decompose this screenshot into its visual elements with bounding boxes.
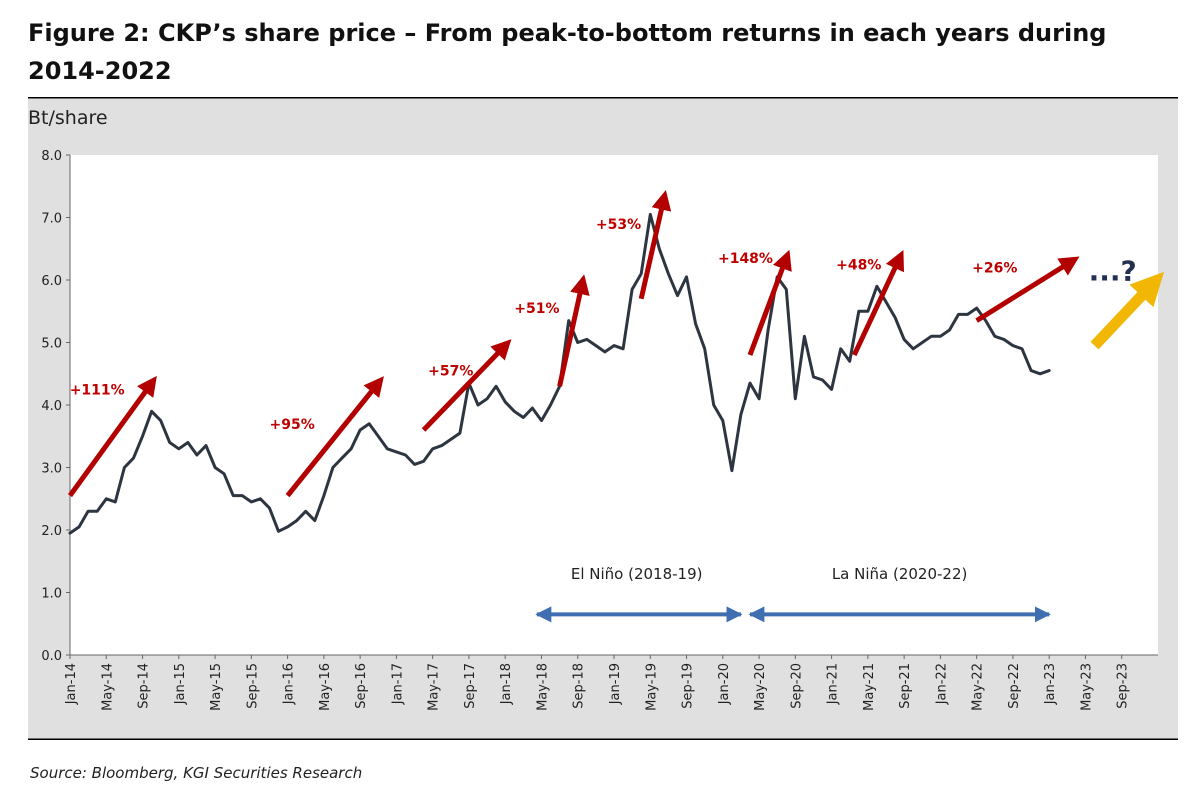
future-arrow <box>1090 271 1165 350</box>
x-tick-label: Sep-18 <box>572 663 587 709</box>
y-tick-label: 2.0 <box>41 524 62 539</box>
return-arrow <box>747 249 792 356</box>
return-arrow <box>638 189 672 300</box>
return-arrow <box>285 376 384 498</box>
figure-title: Figure 2: CKP’s share price – From peak-… <box>28 19 1107 85</box>
x-tick-label: Jan-22 <box>934 663 949 705</box>
x-tick-label: Sep-22 <box>1007 663 1022 709</box>
price-chart: Bt/share 0.0 1.0 2.0 3.0 4.0 5.0 6.0 7.0 8.0 Jan-1… <box>28 97 1178 740</box>
return-label: +48% <box>836 257 881 273</box>
y-tick-label: 7.0 <box>41 212 62 227</box>
x-tick-label: May-15 <box>209 663 224 711</box>
plot-area <box>70 155 1158 655</box>
x-tick-label: Jan-17 <box>390 663 405 705</box>
return-arrow <box>852 249 904 357</box>
x-tick-label: May-16 <box>318 663 333 711</box>
y-tick-label: 3.0 <box>41 462 62 477</box>
x-tick-label: Sep-17 <box>463 663 478 709</box>
x-tick-label: Sep-23 <box>1116 663 1131 709</box>
return-label: +148% <box>718 251 773 267</box>
x-tick-label: Sep-14 <box>137 663 152 709</box>
source-note: Source: Bloomberg, KGI Securities Resear… <box>30 764 363 782</box>
x-tick-label: May-14 <box>100 663 115 711</box>
return-arrow <box>975 256 1080 323</box>
x-tick-label: Jan-19 <box>608 663 623 705</box>
x-tick-label: May-20 <box>753 663 768 711</box>
x-tick-label: Jan-21 <box>826 663 841 705</box>
period-label: El Niño (2018-19) <box>571 565 703 583</box>
x-tick-label: May-22 <box>971 663 986 711</box>
x-tick-label: May-18 <box>535 663 550 711</box>
y-axis-label: Bt/share <box>28 107 108 129</box>
x-tick-label: May-23 <box>1079 663 1094 711</box>
x-tick-label: Jan-20 <box>717 663 732 705</box>
y-tick-label: 8.0 <box>41 149 62 164</box>
return-label: +111% <box>70 382 125 398</box>
x-tick-label: May-21 <box>862 663 877 711</box>
return-arrow <box>421 339 512 432</box>
x-tick-label: Jan-23 <box>1043 663 1058 705</box>
return-arrow <box>557 274 590 387</box>
period-label: La Niña (2020-22) <box>832 565 968 583</box>
return-arrow <box>67 375 157 498</box>
y-tick-label: 5.0 <box>41 337 62 352</box>
chart-container: Bt/share 0.0 1.0 2.0 3.0 4.0 5.0 6.0 7.0 8.0 Jan-1… <box>28 97 1178 740</box>
y-tick-label: 4.0 <box>41 399 62 414</box>
x-tick-label: Sep-20 <box>789 663 804 709</box>
x-tick-label: Sep-15 <box>245 663 260 709</box>
x-tick-label: Jan-15 <box>173 663 188 705</box>
y-tick-label: 0.0 <box>41 649 62 664</box>
return-label: +53% <box>596 217 641 233</box>
x-tick-label: Jan-14 <box>64 663 79 705</box>
x-tick-label: May-17 <box>427 663 442 711</box>
return-label: +26% <box>972 261 1017 277</box>
question-mark-label: ...? <box>1089 255 1137 288</box>
x-tick-label: May-19 <box>644 663 659 711</box>
y-tick-label: 6.0 <box>41 274 62 289</box>
return-label: +57% <box>428 364 473 380</box>
return-label: +51% <box>514 301 559 317</box>
x-tick-label: Sep-21 <box>898 663 913 709</box>
x-tick-label: Sep-19 <box>681 663 696 709</box>
return-label: +95% <box>270 417 315 433</box>
x-tick-label: Sep-16 <box>354 663 369 709</box>
x-tick-label: Jan-16 <box>282 663 297 705</box>
x-tick-label: Jan-18 <box>499 663 514 705</box>
y-tick-label: 1.0 <box>41 587 62 602</box>
